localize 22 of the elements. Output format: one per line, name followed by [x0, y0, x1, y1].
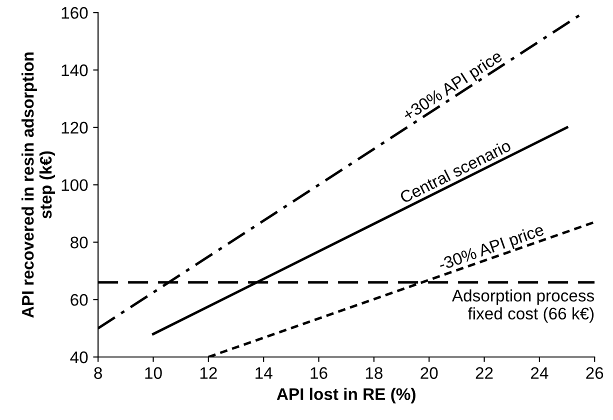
- x-tick-label: 26: [586, 367, 604, 379]
- y-tick-label: 40: [70, 351, 88, 364]
- y-tick-label: 60: [70, 294, 88, 306]
- x-tick-label: 12: [200, 367, 217, 379]
- y-tick-label: 140: [62, 64, 88, 76]
- y-axis-title: API recovered in resin adsorption step (k€): [22, 52, 55, 318]
- ref-line-label: Adsorption process fixed cost (66 k€): [452, 289, 594, 323]
- x-tick-label: 18: [366, 367, 382, 379]
- x-tick-label: 24: [531, 367, 548, 379]
- y-tick-label: 120: [62, 122, 88, 134]
- x-tick-label: 10: [145, 367, 162, 379]
- x-tick-label: 14: [256, 367, 272, 379]
- text: -30% API price: [438, 223, 546, 274]
- x-tick-label: 20: [420, 367, 438, 379]
- x-tick-label: 8: [94, 367, 102, 379]
- y-tick-label: 80: [70, 236, 88, 248]
- x-tick-label: 22: [476, 367, 493, 379]
- text: +30% API price: [402, 49, 505, 124]
- y-tick-label: 160: [62, 7, 88, 19]
- x-axis-title: API lost in RE (%): [276, 388, 416, 404]
- x-tick-label: 16: [310, 367, 328, 379]
- y-tick-label: 100: [62, 179, 88, 192]
